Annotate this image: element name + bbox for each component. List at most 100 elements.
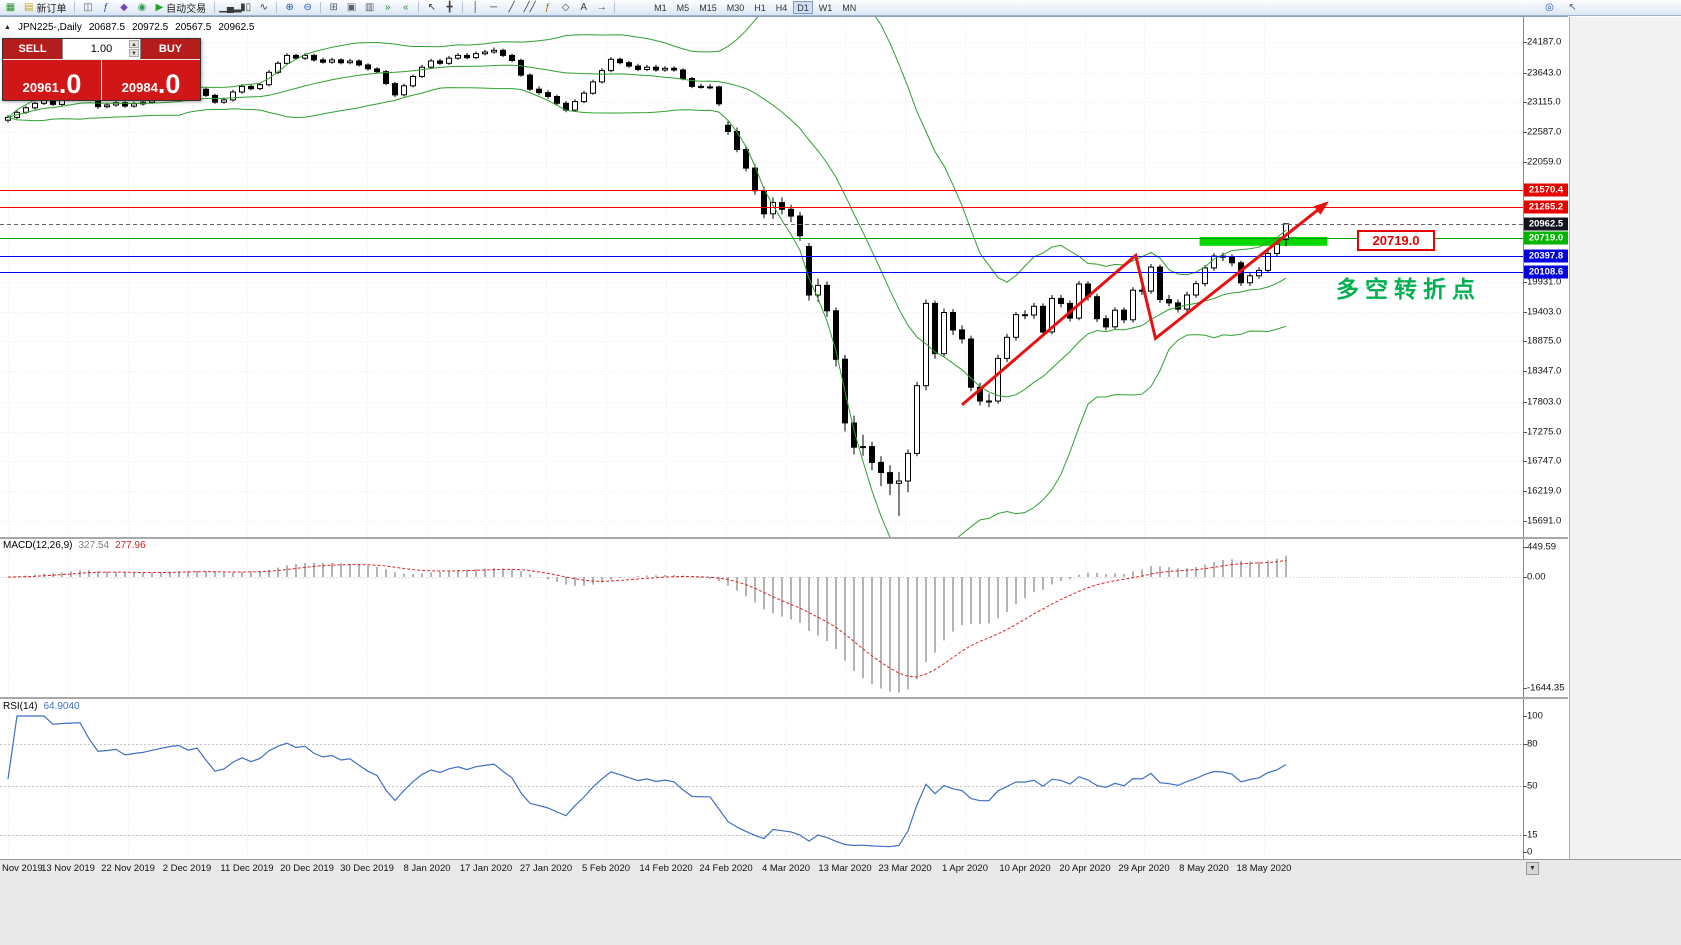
turning-point-text[interactable]: 多空转折点	[1336, 276, 1481, 302]
trendline-icon[interactable]: ╱	[503, 1, 520, 15]
price-callout-box[interactable]: 20719.0	[1357, 230, 1435, 251]
horizontal-line-icon[interactable]: ─	[485, 1, 502, 15]
horizontal-line-icon-glyph: ─	[490, 1, 498, 13]
tile-windows-icon-glyph: ⊞	[329, 1, 338, 13]
toolbar-separator	[320, 2, 322, 13]
chart-shift-icon[interactable]: «	[397, 1, 414, 15]
text-icon[interactable]: A	[575, 1, 592, 15]
buy-price-tile[interactable]: 20984.0	[102, 60, 200, 100]
indicators-icon[interactable]: ƒ	[97, 1, 114, 15]
buy-button[interactable]: BUY	[141, 39, 200, 59]
ohlc-low: 20567.5	[175, 22, 212, 33]
buy-price-pips: .0	[157, 69, 181, 99]
candlestick-chart-icon[interactable]: ▮▯	[237, 1, 254, 15]
zoom-in-icon-glyph: ⊕	[285, 1, 294, 13]
timeframe-button-d1[interactable]: D1	[793, 1, 813, 14]
chart-ohlc-header: ▲ JPN225-,Daily 20687.5 20972.5 20567.5 …	[4, 22, 254, 33]
template-icon[interactable]: ◆	[115, 1, 132, 15]
arrange-windows-icon[interactable]: ▥	[361, 1, 378, 15]
bollinger-upper-line	[7, 17, 1287, 283]
macd-name: MACD(12,26,9)	[3, 540, 73, 551]
bar-chart-icon[interactable]: ▁▄▂	[219, 1, 241, 15]
ohlc-high: 20972.5	[132, 22, 169, 33]
indicators-icon-glyph: ƒ	[103, 1, 109, 13]
timeframe-button-m5[interactable]: M5	[676, 3, 690, 13]
channel-icon[interactable]: ╱╱	[521, 1, 538, 15]
timeframe-button-m15[interactable]: M15	[699, 3, 717, 13]
toolbar-separator	[214, 2, 216, 13]
right-empty-panel	[1569, 17, 1681, 859]
crosshair-icon[interactable]: ╋	[441, 1, 458, 15]
bar-chart-icon-glyph: ▁▄▂	[219, 1, 242, 13]
timeframe-button-mn[interactable]: MN	[842, 3, 857, 13]
shapes-icon[interactable]: ◇	[557, 1, 574, 15]
horizontal-lines-layer	[0, 190, 1523, 273]
sell-price-main: 20961	[22, 80, 59, 95]
sell-price-tile[interactable]: 20961.0	[3, 60, 101, 100]
autotrade-button-label: 自动交易	[166, 4, 207, 15]
line-chart-icon[interactable]: ∿	[255, 1, 272, 15]
volume-value: 1.00	[90, 43, 113, 55]
vertical-line-icon[interactable]: │	[467, 1, 484, 15]
market-watch-icon-glyph: ◉	[137, 1, 147, 13]
volume-up-button[interactable]: ▲	[129, 40, 139, 48]
macd-panel	[0, 555, 1523, 693]
search-icon[interactable]: ◎	[1545, 1, 1554, 13]
fibonacci-icon-glyph: ƒ	[544, 1, 551, 13]
template-icon-glyph: ◆	[120, 1, 128, 13]
scrollbar-corner-button[interactable]: ▼	[1526, 862, 1539, 875]
macd-signal-line	[7, 560, 1287, 678]
trendline-icon-glyph: ╱	[508, 1, 515, 13]
cursor-icon[interactable]: ↖	[423, 1, 440, 15]
auto-scroll-icon[interactable]: »	[379, 1, 396, 15]
macd-indicator-label: MACD(12,26,9) 327.54 277.96	[3, 540, 146, 551]
sell-button[interactable]: SELL	[3, 39, 62, 59]
zoom-in-icon[interactable]: ⊕	[281, 1, 298, 15]
charts-window-icon[interactable]: ◫	[79, 1, 96, 15]
arrow-tool-icon[interactable]: →	[593, 1, 610, 15]
toolbar-separator	[462, 2, 464, 13]
timeframe-button-h1[interactable]: H1	[754, 3, 766, 13]
timeframe-button-m30[interactable]: M30	[726, 3, 745, 13]
crosshair-icon-glyph: ╋	[446, 1, 453, 13]
new-chart-icon[interactable]: ▦	[2, 1, 19, 15]
timeframe-button-w1[interactable]: W1	[818, 3, 833, 13]
market-watch-icon[interactable]: ◉	[133, 1, 150, 15]
grid-layer	[0, 17, 1523, 857]
candlesticks-layer	[5, 47, 1289, 516]
pointer-icon[interactable]: ↖	[1568, 1, 1577, 13]
bottom-bar	[0, 859, 1681, 945]
rsi-line	[7, 715, 1287, 848]
new-chart-icon-glyph: ▦	[5, 1, 16, 13]
ohlc-close: 20962.5	[218, 22, 255, 33]
new-order-button[interactable]: ▤ 新订单	[20, 1, 70, 15]
timeframe-button-h4[interactable]: H4	[775, 3, 788, 13]
macd-signal-value: 277.96	[115, 540, 146, 551]
auto-scroll-icon-glyph: »	[384, 1, 391, 13]
toolbar-separator	[74, 2, 76, 13]
channel-icon-glyph: ╱╱	[523, 1, 536, 13]
tile-windows-icon[interactable]: ⊞	[325, 1, 342, 15]
toolbar: ▦ ▤ 新订单 ◫ ƒ ◆ ◉ ▶ 自动交易 ▁▄▂ ▮▯ ∿ ⊕ ⊖ ⊞ ▣ ▥» «↖ ╋ │ ─ ╱ ╱╱ ƒ ◇ A → M1…	[0, 0, 1681, 16]
rsi-name: RSI(14)	[3, 701, 38, 712]
volume-input[interactable]: 1.00 ▲ ▼	[62, 39, 141, 59]
volume-down-button[interactable]: ▼	[129, 49, 139, 57]
arrange-windows-icon-glyph: ▥	[364, 1, 375, 13]
fibonacci-icon[interactable]: ƒ	[539, 1, 556, 15]
macd-histogram	[16, 555, 1287, 693]
timeframe-button-m1[interactable]: M1	[654, 3, 667, 13]
chart-shift-icon-glyph: «	[402, 1, 409, 13]
line-chart-icon-glyph: ∿	[259, 1, 268, 13]
timeframe-toolbar: M1 M5 M15 M30 H1 H4 D1 W1 MN	[649, 1, 861, 14]
price-panel	[5, 17, 1328, 537]
zoom-out-icon[interactable]: ⊖	[299, 1, 316, 15]
buy-price-main: 20984	[121, 80, 158, 95]
symbol-marker-icon[interactable]: ▲	[4, 24, 11, 31]
toolbar-separator	[276, 2, 278, 13]
cascade-windows-icon[interactable]: ▣	[343, 1, 360, 15]
new-order-button-icon: ▤	[24, 2, 34, 13]
rsi-indicator-label: RSI(14) 64.9040	[3, 701, 80, 712]
autotrade-button[interactable]: ▶ 自动交易	[151, 1, 210, 15]
zoom-out-icon-glyph: ⊖	[303, 1, 312, 13]
